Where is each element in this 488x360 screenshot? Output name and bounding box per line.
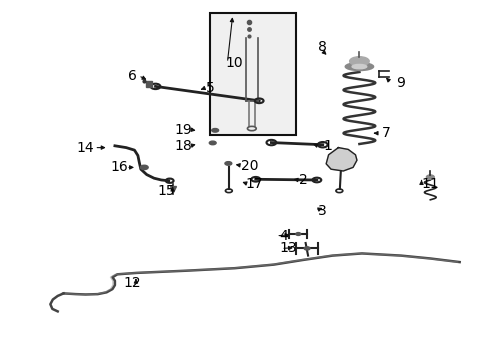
Text: 7: 7 (381, 126, 390, 140)
Text: 14: 14 (77, 141, 94, 154)
Text: 17: 17 (245, 177, 263, 190)
Text: 8: 8 (318, 40, 326, 54)
Text: 6: 6 (127, 69, 136, 82)
Ellipse shape (209, 141, 216, 145)
Ellipse shape (224, 162, 231, 165)
Text: 4: 4 (279, 229, 287, 243)
Text: 11: 11 (421, 177, 438, 190)
Polygon shape (325, 148, 356, 171)
Text: 15: 15 (157, 184, 175, 198)
Text: 3: 3 (318, 204, 326, 217)
Ellipse shape (426, 175, 433, 179)
Ellipse shape (140, 165, 148, 170)
Text: 18: 18 (174, 139, 192, 153)
Ellipse shape (351, 64, 366, 69)
Text: 9: 9 (396, 76, 405, 90)
Text: 10: 10 (225, 56, 243, 70)
Text: 2: 2 (298, 173, 307, 187)
Text: 16: 16 (111, 161, 128, 174)
Ellipse shape (345, 63, 373, 71)
Text: 5: 5 (205, 81, 214, 95)
Text: 12: 12 (123, 276, 141, 289)
Text: 1: 1 (323, 139, 331, 153)
Bar (210, 13, 295, 135)
Text: 13: 13 (279, 242, 297, 255)
Ellipse shape (211, 129, 218, 132)
Text: 19: 19 (174, 123, 192, 136)
Ellipse shape (304, 247, 309, 250)
Ellipse shape (295, 233, 300, 235)
Text: 20: 20 (240, 159, 258, 172)
Ellipse shape (349, 57, 368, 66)
